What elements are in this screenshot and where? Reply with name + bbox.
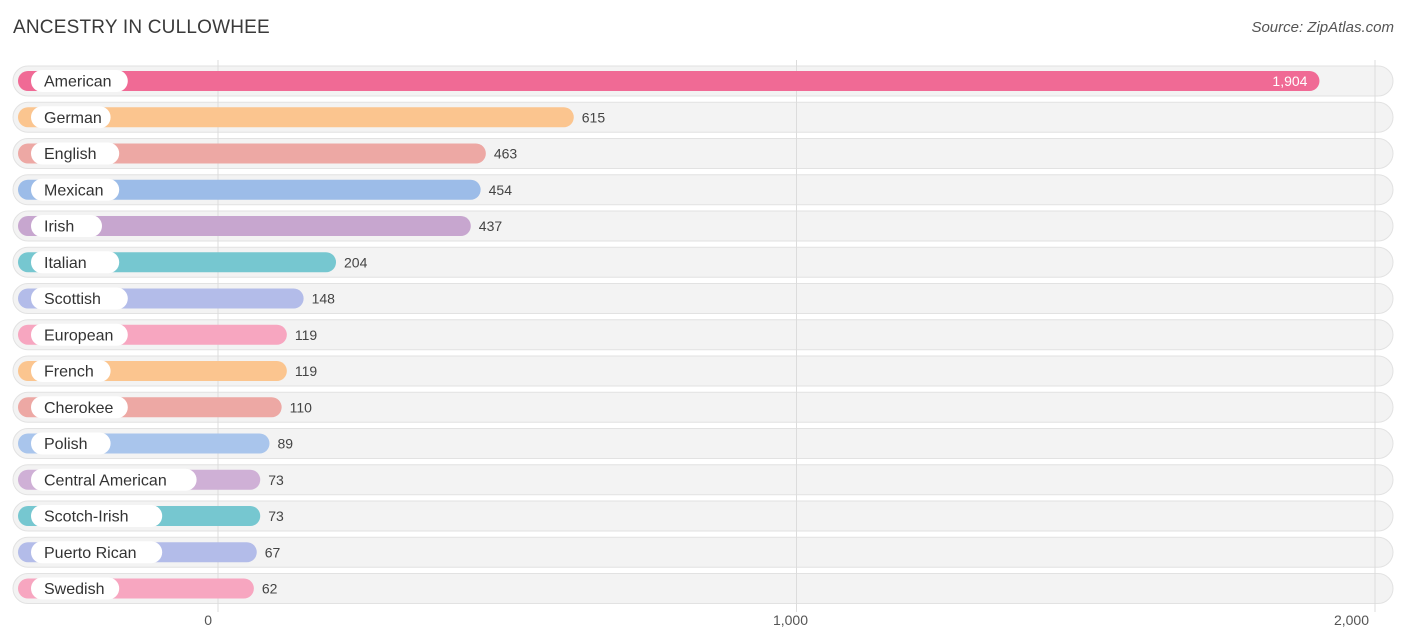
category-label: Mexican [44,182,104,199]
value-label: 62 [262,581,278,597]
row-track [12,355,1394,387]
value-label: 454 [489,182,513,198]
value-label: 204 [344,254,368,270]
category-label: French [44,364,94,381]
row-track [12,500,1394,532]
category-label-pill [31,468,197,491]
category-label-pill [31,251,120,274]
row-track [12,536,1394,568]
category-label-pill [31,505,163,527]
bar [18,216,471,236]
value-label: 67 [265,544,281,560]
category-label-pill [31,287,128,310]
category-label-pill [31,577,120,600]
value-label: 615 [582,109,606,125]
category-label: Irish [44,219,74,236]
category-label-pill [31,360,111,382]
category-label: American [44,74,112,91]
value-label: 437 [479,218,503,234]
category-label: German [44,110,102,127]
row-track [12,283,1394,314]
value-label: 148 [312,291,336,307]
bar [18,143,486,164]
row-track [12,464,1394,496]
x-tick-label: 0 [204,612,212,628]
category-label: English [44,146,96,163]
category-label-pill [31,70,128,92]
value-label: 73 [268,472,284,488]
category-label-pill [31,106,111,129]
x-tick-label: 1,000 [773,612,808,628]
x-tick-label: 2,000 [1334,612,1369,628]
value-label: 1,904 [1272,73,1307,89]
category-label-pill [31,541,163,564]
bar [18,107,574,128]
category-label: Scotch-Irish [44,509,128,526]
category-label: Puerto Rican [44,545,137,562]
chart-title: ANCESTRY IN CULLOWHEE [13,17,270,38]
row-track [12,573,1394,604]
value-label: 119 [295,327,318,343]
category-label: Polish [44,436,88,453]
row-track [12,246,1394,278]
category-label-pill [31,178,120,201]
category-label-pill [31,396,128,419]
row-track [12,391,1394,423]
category-label: Swedish [44,581,104,598]
category-label: Italian [44,255,87,272]
row-track [12,428,1394,459]
source-label: Source: ZipAtlas.com [1251,19,1394,36]
value-label: 119 [295,363,318,379]
category-label-pill [31,323,128,346]
value-label: 463 [494,146,518,162]
bar [18,179,481,200]
value-label: 89 [277,436,293,452]
bar [18,71,1320,91]
value-label: 110 [290,399,313,415]
category-label-pill [31,215,102,237]
category-label: Scottish [44,291,101,308]
category-label-pill [31,142,120,165]
row-track [12,319,1394,351]
category-label: European [44,327,113,344]
category-label: Central American [44,472,167,489]
category-label-pill [31,432,111,455]
value-label: 73 [268,508,284,524]
category-label: Cherokee [44,400,113,417]
